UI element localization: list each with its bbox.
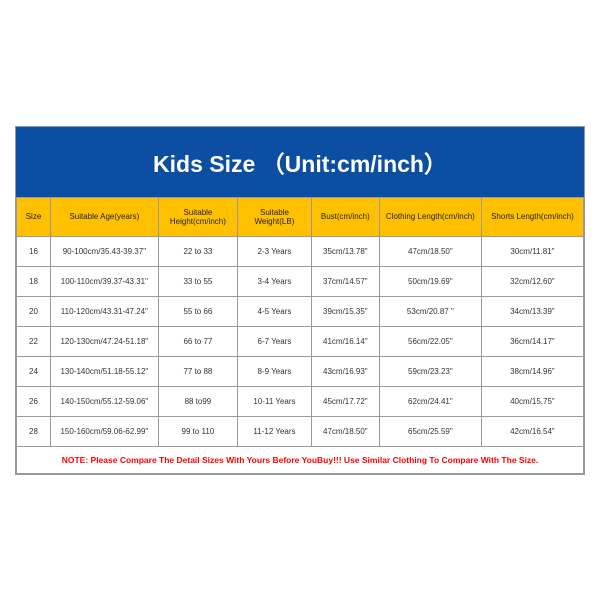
cell: 100-110cm/39.37-43.31": [51, 266, 159, 296]
cell: 28: [17, 416, 51, 446]
cell: 30cm/11.81": [481, 236, 583, 266]
cell: 24: [17, 356, 51, 386]
cell: 38cm/14.96": [481, 356, 583, 386]
cell: 45cm/17.72": [311, 386, 379, 416]
cell: 42cm/16.54": [481, 416, 583, 446]
col-height: Suitable Height(cm/inch): [158, 197, 237, 236]
cell: 32cm/12.60": [481, 266, 583, 296]
cell: 2-3 Years: [238, 236, 312, 266]
cell: 8-9 Years: [238, 356, 312, 386]
table-row: 26140-150cm/55.12-59.06"88 to9910-11 Yea…: [17, 386, 584, 416]
cell: 99 to 110: [158, 416, 237, 446]
cell: 140-150cm/55.12-59.06": [51, 386, 159, 416]
header-row: Size Suitable Age(years) Suitable Height…: [17, 197, 584, 236]
cell: 47cm/18.50": [379, 236, 481, 266]
note-text: NOTE: Please Compare The Detail Sizes Wi…: [17, 446, 584, 473]
cell: 4-5 Years: [238, 296, 312, 326]
cell: 66 to 77: [158, 326, 237, 356]
cell: 26: [17, 386, 51, 416]
cell: 41cm/16.14": [311, 326, 379, 356]
note-row: NOTE: Please Compare The Detail Sizes Wi…: [17, 446, 584, 473]
chart-title: Kids Size （Unit:cm/inch）: [16, 127, 584, 197]
cell: 39cm/15.35": [311, 296, 379, 326]
cell: 18: [17, 266, 51, 296]
cell: 43cm/16.93": [311, 356, 379, 386]
cell: 110-120cm/43.31-47.24": [51, 296, 159, 326]
size-chart: Kids Size （Unit:cm/inch） Size Suitable A…: [15, 126, 585, 475]
cell: 65cm/25.59": [379, 416, 481, 446]
cell: 56cm/22.05": [379, 326, 481, 356]
cell: 120-130cm/47.24-51.18": [51, 326, 159, 356]
cell: 55 to 66: [158, 296, 237, 326]
table-row: 22120-130cm/47.24-51.18"66 to 776-7 Year…: [17, 326, 584, 356]
cell: 6-7 Years: [238, 326, 312, 356]
cell: 47cm/18.50": [311, 416, 379, 446]
size-table: Size Suitable Age(years) Suitable Height…: [16, 197, 584, 474]
cell: 22: [17, 326, 51, 356]
table-row: 24130-140cm/51.18-55.12"77 to 888-9 Year…: [17, 356, 584, 386]
cell: 35cm/13.78": [311, 236, 379, 266]
cell: 90-100cm/35.43-39.37": [51, 236, 159, 266]
cell: 50cm/19.69": [379, 266, 481, 296]
col-clothlen: Clothing Length(cm/inch): [379, 197, 481, 236]
cell: 16: [17, 236, 51, 266]
cell: 59cm/23.23": [379, 356, 481, 386]
cell: 22 to 33: [158, 236, 237, 266]
cell: 34cm/13.39": [481, 296, 583, 326]
cell: 11-12 Years: [238, 416, 312, 446]
cell: 36cm/14.17": [481, 326, 583, 356]
table-row: 28150-160cm/59.06-62.99"99 to 11011-12 Y…: [17, 416, 584, 446]
cell: 53cm/20.87 ": [379, 296, 481, 326]
cell: 10-11 Years: [238, 386, 312, 416]
cell: 3-4 Years: [238, 266, 312, 296]
cell: 130-140cm/51.18-55.12": [51, 356, 159, 386]
cell: 20: [17, 296, 51, 326]
col-shortslen: Shorts Length(cm/inch): [481, 197, 583, 236]
cell: 77 to 88: [158, 356, 237, 386]
cell: 40cm/15.75": [481, 386, 583, 416]
table-row: 20110-120cm/43.31-47.24"55 to 664-5 Year…: [17, 296, 584, 326]
table-row: 18100-110cm/39.37-43.31"33 to 553-4 Year…: [17, 266, 584, 296]
col-age: Suitable Age(years): [51, 197, 159, 236]
table-row: 1690-100cm/35.43-39.37"22 to 332-3 Years…: [17, 236, 584, 266]
col-bust: Bust(cm/inch): [311, 197, 379, 236]
col-size: Size: [17, 197, 51, 236]
cell: 62cm/24.41": [379, 386, 481, 416]
cell: 150-160cm/59.06-62.99": [51, 416, 159, 446]
cell: 37cm/14.57": [311, 266, 379, 296]
col-weight: Suitable Weight(LB): [238, 197, 312, 236]
cell: 88 to99: [158, 386, 237, 416]
cell: 33 to 55: [158, 266, 237, 296]
